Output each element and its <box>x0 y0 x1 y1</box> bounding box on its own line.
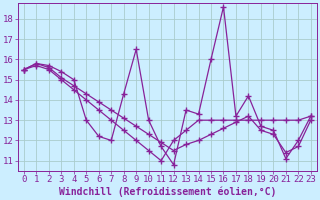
X-axis label: Windchill (Refroidissement éolien,°C): Windchill (Refroidissement éolien,°C) <box>59 187 276 197</box>
